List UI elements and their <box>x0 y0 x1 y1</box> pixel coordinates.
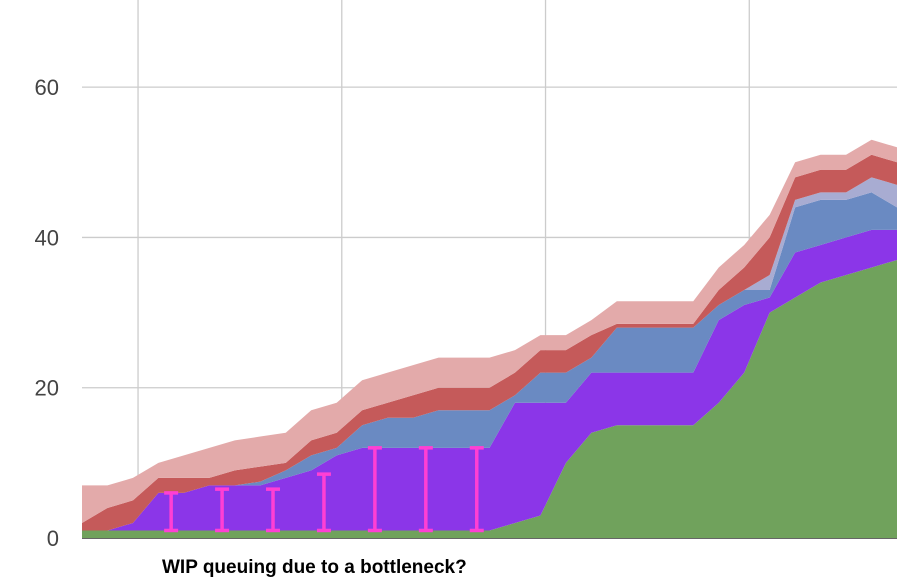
y-tick-label-2: 40 <box>35 225 59 250</box>
y-tick-label-3: 60 <box>35 75 59 100</box>
y-tick-label-1: 20 <box>35 376 59 401</box>
annotation-text: WIP queuing due to a bottleneck? <box>162 557 467 578</box>
area-series-group <box>82 139 897 538</box>
wip-marker-4 <box>367 446 382 533</box>
area-series-1 <box>82 229 897 531</box>
wip-marker-1 <box>215 487 230 533</box>
y-tick-label-0: 0 <box>47 526 59 551</box>
wip-marker-2 <box>266 487 281 533</box>
wip-marker-6 <box>469 446 484 533</box>
wip-marker-3 <box>316 472 331 533</box>
area-series-2 <box>82 192 897 531</box>
y-axis: 0 20 40 60 <box>35 75 59 551</box>
area-series-4 <box>82 154 897 531</box>
wip-marker-0 <box>164 491 179 533</box>
area-series-0 <box>82 259 897 538</box>
wip-marker-group <box>164 446 484 533</box>
wip-marker-5 <box>418 446 433 533</box>
